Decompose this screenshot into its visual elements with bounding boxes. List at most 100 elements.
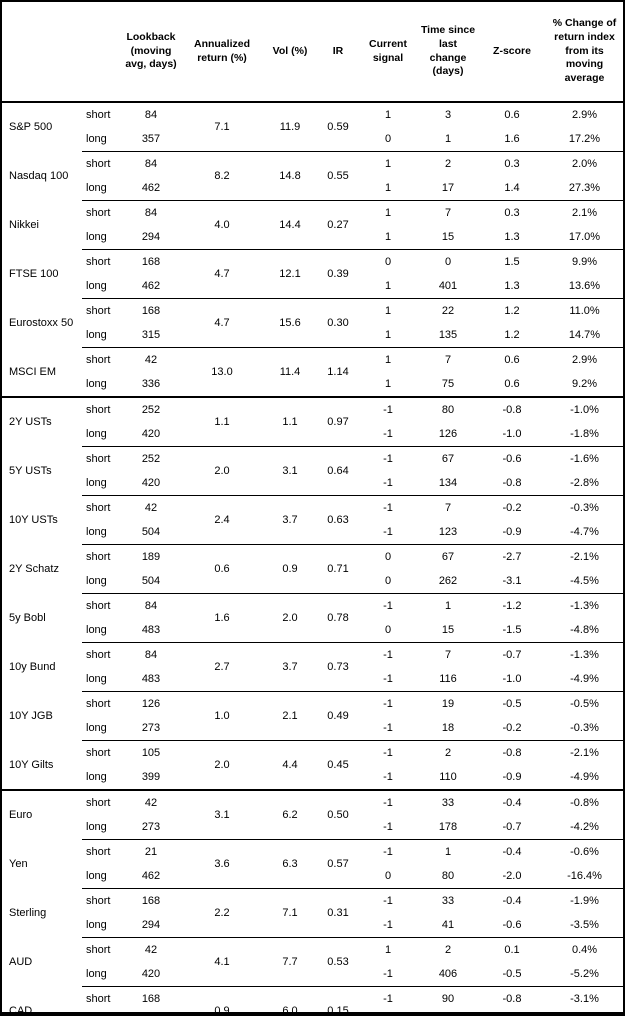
- signal-long-cell: -1: [383, 428, 393, 440]
- zscore-short-cell: 0.6: [478, 347, 546, 372]
- annualized-return-cell: 4.0: [182, 200, 262, 250]
- annualized-return-cell: 2.0: [182, 740, 262, 790]
- asset-row-short: 5Y USTs short 252 2.0 3.1 0.64 -1 67 -0.…: [2, 446, 623, 496]
- lookback-short-cell: 42: [120, 937, 182, 962]
- signal-short-cell: -1: [358, 789, 418, 815]
- signal-long-cell: -1: [383, 477, 393, 489]
- zscore-short-cell: 1.5: [478, 249, 546, 274]
- horizon-label-short: short: [82, 839, 120, 864]
- lookback-long-cell: 294: [141, 231, 161, 243]
- time-since-long-cell: 110: [439, 771, 457, 783]
- zscore-short-cell: -0.4: [478, 839, 546, 864]
- annualized-return-cell: 2.4: [182, 495, 262, 545]
- pct-change-short-cell: 2.9%: [571, 109, 598, 121]
- asset-row-short: CAD short 168 0.9 6.0 0.15 -1 90 -0.8 -3…: [2, 986, 623, 1012]
- col-header-zscore: Z-score: [478, 2, 546, 103]
- pct-change-short-cell: -1.3%: [546, 642, 623, 667]
- signal-long-cell: 0: [384, 624, 392, 636]
- zscore-short-cell: -0.4: [478, 789, 546, 815]
- time-since-short-cell: 33: [418, 888, 478, 913]
- zscore-long-cell: -1.1: [478, 1011, 546, 1012]
- ir-cell: 0.64: [318, 446, 358, 496]
- ir-cell: 0.71: [318, 544, 358, 594]
- lookback-short-cell: 84: [144, 109, 158, 121]
- time-since-long-cell: 15: [441, 624, 455, 636]
- zscore-long-cell: 1.3: [504, 280, 520, 292]
- horizon-label-long: long: [86, 526, 107, 538]
- horizon-label-short: short: [82, 888, 120, 913]
- pct-change-long-cell: 14.7%: [568, 329, 601, 341]
- lookback-short-cell: 84: [120, 200, 182, 225]
- horizon-label-long: long: [86, 329, 107, 341]
- asset-name-cell: FTSE 100: [9, 268, 59, 280]
- pct-change-long-cell: 17.2%: [568, 133, 601, 145]
- signal-long-cell: 1: [384, 231, 392, 243]
- horizon-label-long: long: [86, 280, 107, 292]
- signal-long-cell: -1: [358, 1011, 418, 1012]
- pct-change-long-cell: -5.2%: [570, 968, 599, 980]
- asset-row-long: long 273 -1 178 -0.7 -4.2%: [2, 815, 623, 840]
- vol-cell: 14.4: [262, 200, 318, 250]
- header-row: Lookback (moving avg, days) Annualized r…: [2, 2, 623, 103]
- time-since-long-cell: 126: [438, 428, 458, 440]
- time-since-long-cell: 1: [444, 133, 452, 145]
- annualized-return-cell: 4.7: [182, 249, 262, 299]
- signal-short-cell: 1: [358, 298, 418, 323]
- horizon-label-short: short: [82, 495, 120, 520]
- lookback-short-cell: 189: [120, 544, 182, 569]
- lookback-short-cell: 42: [120, 495, 182, 520]
- zscore-long-cell: -2.0: [502, 870, 522, 882]
- signal-short-cell: -1: [358, 986, 418, 1011]
- horizon-label-short: short: [86, 109, 111, 121]
- col-header-annualized-return: Annualized return (%): [182, 2, 262, 103]
- asset-row-long: long 357 0 1 1.6 17.2%: [2, 127, 623, 152]
- lookback-long-cell: 273: [141, 722, 161, 734]
- horizon-label-long: long: [86, 182, 107, 194]
- corner-blank-horizon: [82, 2, 120, 103]
- pct-change-long-cell: -4.7%: [570, 526, 599, 538]
- pct-change-short-cell: -0.8%: [546, 789, 623, 815]
- lookback-long-cell: 420: [141, 968, 161, 980]
- asset-name-cell: 10Y Gilts: [9, 758, 54, 771]
- horizon-label-long: long: [86, 821, 107, 833]
- pct-change-short-cell: 0.4%: [546, 937, 623, 962]
- pct-change-long-cell: -2.8%: [570, 477, 599, 489]
- zscore-short-cell: -1.2: [478, 593, 546, 618]
- time-since-long-cell: 41: [441, 919, 455, 931]
- col-header-time-since: Time since last change (days): [418, 2, 478, 103]
- signal-short-cell: -1: [358, 593, 418, 618]
- time-since-short-cell: 22: [418, 298, 478, 323]
- annualized-return-cell: 4.7: [182, 298, 262, 348]
- signal-long-cell: 0: [384, 870, 392, 882]
- lookback-short-cell: 126: [120, 691, 182, 716]
- ir-cell: 0.59: [327, 121, 349, 133]
- lookback-long-cell: 294: [141, 919, 161, 931]
- col-header-lookback: Lookback (moving avg, days): [120, 2, 182, 103]
- horizon-label-short: short: [82, 544, 120, 569]
- pct-change-short-cell: -3.1%: [546, 986, 623, 1011]
- lookback-short-cell: 252: [120, 396, 182, 422]
- zscore-long-cell: 1.6: [504, 133, 520, 145]
- pct-change-long-cell: -3.5%: [570, 919, 599, 931]
- lookback-long-cell: 273: [141, 821, 161, 833]
- asset-name-cell: Nikkei: [9, 219, 39, 231]
- annualized-return-cell: 13.0: [182, 347, 262, 397]
- time-since-short-cell: 7: [418, 347, 478, 372]
- horizon-label-long: long: [86, 231, 107, 243]
- lookback-long-cell: 420: [141, 477, 161, 489]
- pct-change-long-cell: 13.6%: [568, 280, 601, 292]
- ir-cell: 0.15: [318, 986, 358, 1012]
- horizon-label-long: long: [86, 722, 107, 734]
- lookback-long-cell: 336: [141, 378, 161, 390]
- time-since-long-cell: 496: [418, 1011, 478, 1012]
- asset-row-long: long 294 1 15 1.3 17.0%: [2, 225, 623, 250]
- horizon-label-long: long: [86, 133, 107, 145]
- signal-long-cell: 1: [384, 280, 392, 292]
- asset-row-short: 2Y Schatz short 189 0.6 0.9 0.71 0 67 -2…: [2, 544, 623, 594]
- zscore-short-cell: 0.3: [478, 151, 546, 176]
- ir-cell: 0.50: [318, 789, 358, 840]
- time-since-short-cell: 67: [418, 446, 478, 471]
- zscore-long-cell: 1.2: [504, 329, 520, 341]
- zscore-long-cell: -0.9: [502, 526, 522, 538]
- asset-row-long: long 420 -1 134 -0.8 -2.8%: [2, 471, 623, 496]
